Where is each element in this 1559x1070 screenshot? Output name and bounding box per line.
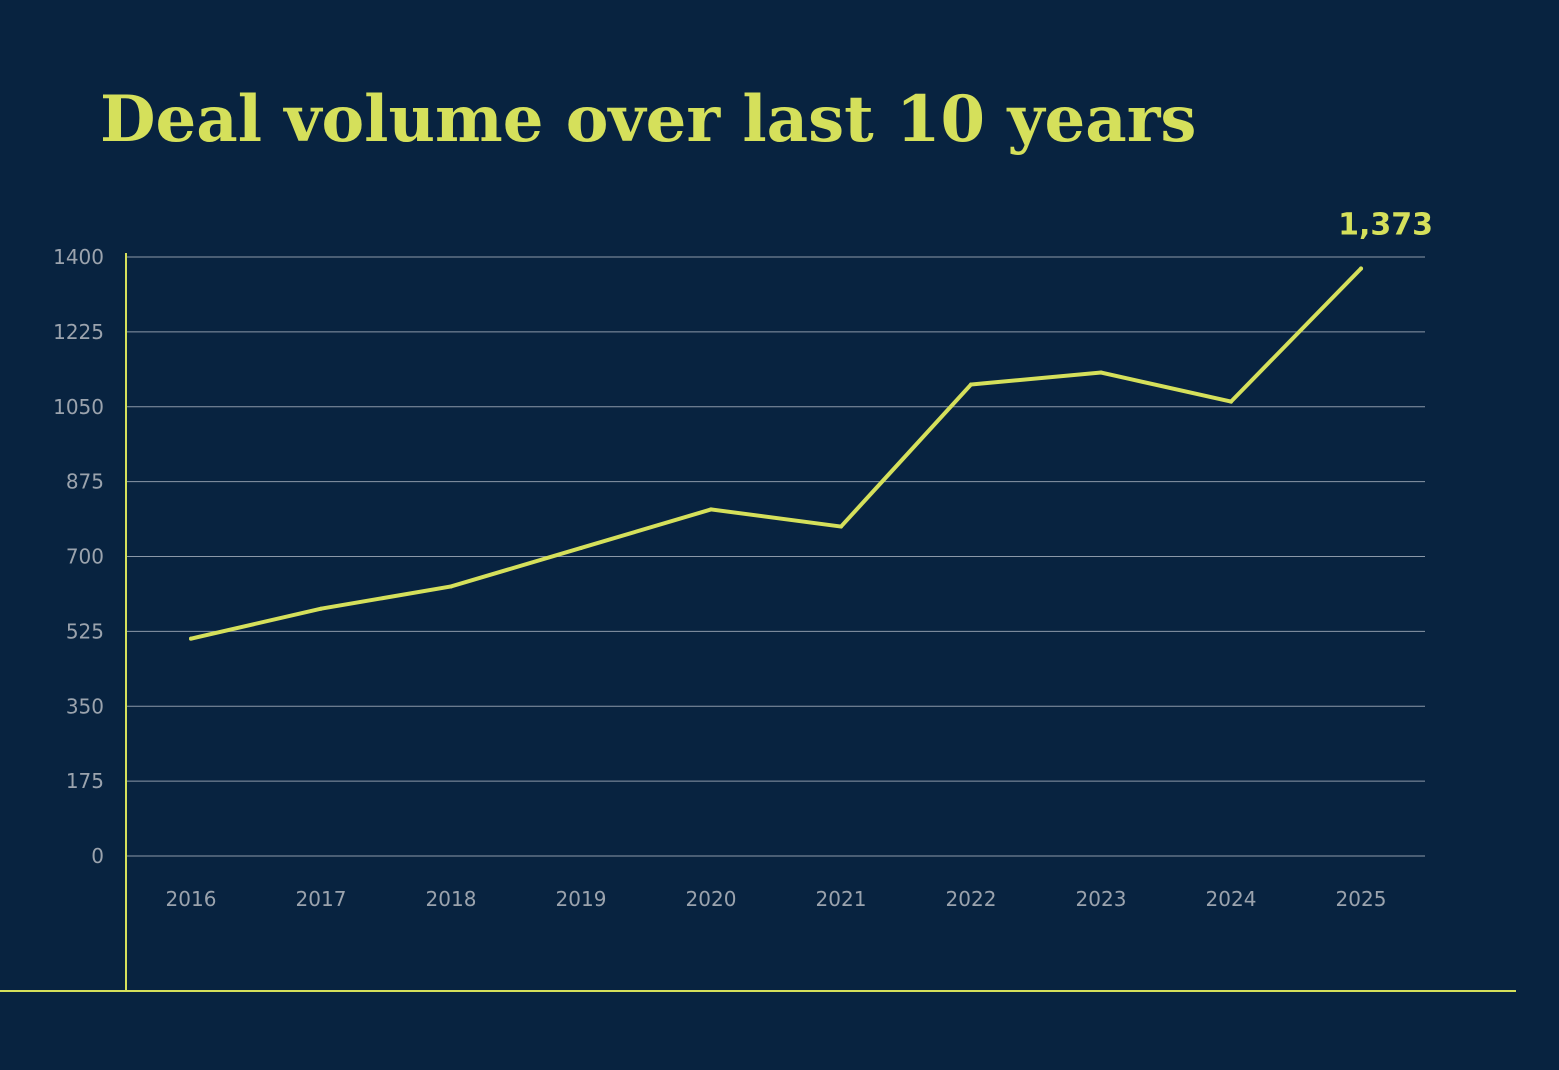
x-tick-label-2022: 2022 [946,887,997,911]
x-tick-label-2020: 2020 [686,887,737,911]
data-point-2025 [1359,266,1363,271]
data-point-2017 [319,606,323,611]
chart-title: Deal volume over last 10 years [100,82,1197,157]
data-point-2022 [969,382,973,387]
data-point-2020 [709,507,713,512]
data-point-2024 [1229,399,1233,404]
x-tick-label-2021: 2021 [816,887,867,911]
x-tick-label-2017: 2017 [296,887,347,911]
data-point-2021 [839,524,843,529]
x-tick-label-2024: 2024 [1206,887,1257,911]
y-tick-label-1400: 1400 [53,245,104,269]
y-tick-label-175: 175 [66,769,104,793]
y-tick-label-0: 0 [91,844,104,868]
x-tick-label-2023: 2023 [1076,887,1127,911]
y-tick-label-1050: 1050 [53,395,104,419]
series-line-0 [189,266,1363,641]
y-tick-label-525: 525 [66,619,104,643]
y-tick-label-350: 350 [66,694,104,718]
data-point-2019 [579,545,583,550]
x-tick-label-2018: 2018 [426,887,477,911]
x-tick-label-2019: 2019 [556,887,607,911]
y-tick-label-1225: 1225 [53,320,104,344]
data-label-2025: 1,373 [1338,208,1433,243]
y-tick-label-700: 700 [66,545,104,569]
data-point-2023 [1099,370,1103,375]
y-tick-label-875: 875 [66,470,104,494]
x-tick-label-2025: 2025 [1336,887,1387,911]
data-point-2018 [449,584,453,589]
data-point-2016 [189,636,193,641]
x-tick-label-2016: 2016 [166,887,217,911]
